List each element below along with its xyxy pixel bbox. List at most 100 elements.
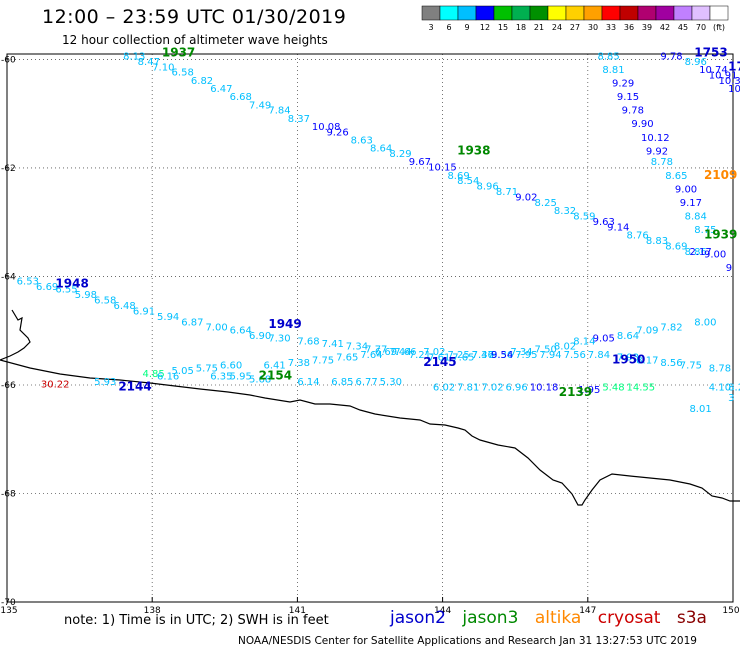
wave-height-value: 6.91: [133, 306, 155, 317]
wave-height-value: 8.64: [617, 331, 639, 342]
wave-height-value: 6.69: [375, 347, 397, 358]
colorbar-swatch: [439, 5, 459, 21]
pass-time-label: 1937: [162, 46, 195, 60]
wave-height-value: 8.25: [535, 198, 557, 209]
wave-height-value: 8.00: [694, 317, 716, 328]
wave-height-value: 6.47: [210, 84, 232, 95]
wave-height-value: 6.85: [331, 377, 353, 388]
antarctic-coastline: [0, 309, 740, 506]
wave-height-value: 7.50: [535, 344, 557, 355]
wave-height-value: 8.76: [627, 230, 649, 241]
colorbar-label: 36: [624, 23, 634, 32]
wave-height-value: 7.77: [365, 344, 387, 355]
map-frame: [6, 53, 734, 603]
wave-height-value: 3: [728, 393, 734, 404]
wave-height-value: 6.90: [249, 331, 271, 342]
wave-height-value: 8.64: [370, 144, 392, 155]
wave-height-value: 7.02: [481, 382, 503, 393]
wave-height-value: 9.00: [675, 184, 697, 195]
wave-height-value: 6.14: [297, 377, 319, 388]
wave-height-value: 2.17: [689, 247, 711, 258]
pass-time-label: 2139: [559, 385, 592, 399]
pass-time-labels: 1937 1938 1939 1753175 2109 1948 1949 2145 1950 2…: [55, 46, 740, 399]
wave-height-value: 7.49: [249, 100, 271, 111]
colorbar-swatch: [457, 5, 477, 21]
wave-height-value: 7.34: [510, 347, 532, 358]
pass-time-label: 1938: [457, 143, 490, 157]
wave-height-value: 10.08: [312, 122, 341, 133]
wave-height-value: 7.82: [660, 323, 682, 334]
y-tick-label: -64: [1, 272, 16, 282]
y-tick-label: -62: [1, 164, 16, 174]
colorbar-label: 9: [464, 23, 469, 32]
colorbar-swatch: [529, 5, 549, 21]
wave-height-value: 8.69: [665, 241, 687, 252]
wave-height-value: 7.25: [447, 350, 469, 361]
colorbar-label: 3: [428, 23, 433, 32]
wave-height-value: 7.84: [588, 350, 610, 361]
wave-height-value: 6.60: [220, 361, 242, 372]
wave-height-value: 8.83: [646, 236, 668, 247]
wave-height-value: 8.17: [636, 355, 658, 366]
wave-height-value: 8.14: [573, 336, 595, 347]
wave-height-value: 9.05: [593, 334, 615, 345]
wave-height-value: 9.54: [491, 350, 513, 361]
colorbar-swatch: [547, 5, 567, 21]
wave-height-value: 7.36: [472, 350, 494, 361]
wave-height-value: 9.67: [409, 157, 431, 168]
colorbar-label: 24: [552, 23, 562, 32]
wave-height-value: 6.41: [264, 361, 286, 372]
wave-height-value: 9.15: [617, 92, 639, 103]
wave-height-value: 9.92: [646, 146, 668, 157]
colorbar-label: 70: [696, 23, 706, 32]
colorbar-swatch: [709, 5, 729, 21]
wave-height-value: 6.96: [506, 382, 528, 393]
wave-height-value: 9: [726, 263, 732, 274]
wave-height-value: 7.30: [268, 334, 290, 345]
pass-time-label: 2154: [259, 369, 292, 383]
wave-height-value: 9.63: [593, 217, 615, 228]
wave-height-value: 5.75: [196, 363, 218, 374]
wave-height-value: 8.65: [665, 171, 687, 182]
legend-altika: altika: [534, 608, 582, 628]
wave-height-value: 8.56: [660, 358, 682, 369]
wave-height-value: 9.29: [612, 79, 634, 90]
wave-height-value: 7.94: [539, 350, 561, 361]
wave-height-value: 6.02: [433, 382, 455, 393]
wave-height-value: 8.37: [288, 114, 310, 125]
colorbar-swatch: [619, 5, 639, 21]
x-tick-label: 150: [722, 606, 739, 616]
wave-height-value: 6.53: [17, 277, 39, 288]
wave-height-value: 5.48: [602, 382, 624, 393]
pass-time-label: 1939: [704, 227, 737, 241]
pass-time-label: 175: [728, 59, 740, 73]
wave-height-value: 6.77: [355, 377, 377, 388]
y-tick-label: -70: [1, 598, 16, 608]
wave-height-value: 7.93: [617, 353, 639, 364]
wave-height-value: 8.54: [457, 176, 479, 187]
wave-height-value: 5.94: [157, 312, 179, 323]
wave-height-value: 7.64: [360, 350, 382, 361]
wave-height-value: 9.17: [680, 198, 702, 209]
wave-height-value: 8.2: [728, 382, 740, 393]
footer-credit: NOAA/NESDIS Center for Satellite Applica…: [238, 635, 697, 647]
wave-height-value: 8.32: [554, 206, 576, 217]
wave-height-value: 5.98: [75, 290, 97, 301]
wave-height-value: 6.87: [181, 317, 203, 328]
wave-height-value: 8.96: [476, 182, 498, 193]
wave-height-value: 6.16: [157, 372, 179, 383]
wave-height-value: 9.02: [515, 192, 537, 203]
page-subtitle: 12 hour collection of altimeter wave hei…: [62, 33, 328, 47]
colorbar-swatch: [475, 5, 495, 21]
wave-height-value: 6.58: [172, 68, 194, 79]
wave-height-value: 7.95: [515, 350, 537, 361]
pass-time-label: 1950: [612, 352, 645, 366]
wave-height-value: 8.84: [685, 211, 707, 222]
wave-height-value: 8.69: [447, 171, 469, 182]
map-axes: [6, 53, 734, 603]
wave-height-value: 8.85: [597, 51, 619, 62]
colorbar-swatch: [691, 5, 711, 21]
colorbar-label: 27: [570, 23, 580, 32]
colorbar-label: (ft): [713, 23, 725, 32]
